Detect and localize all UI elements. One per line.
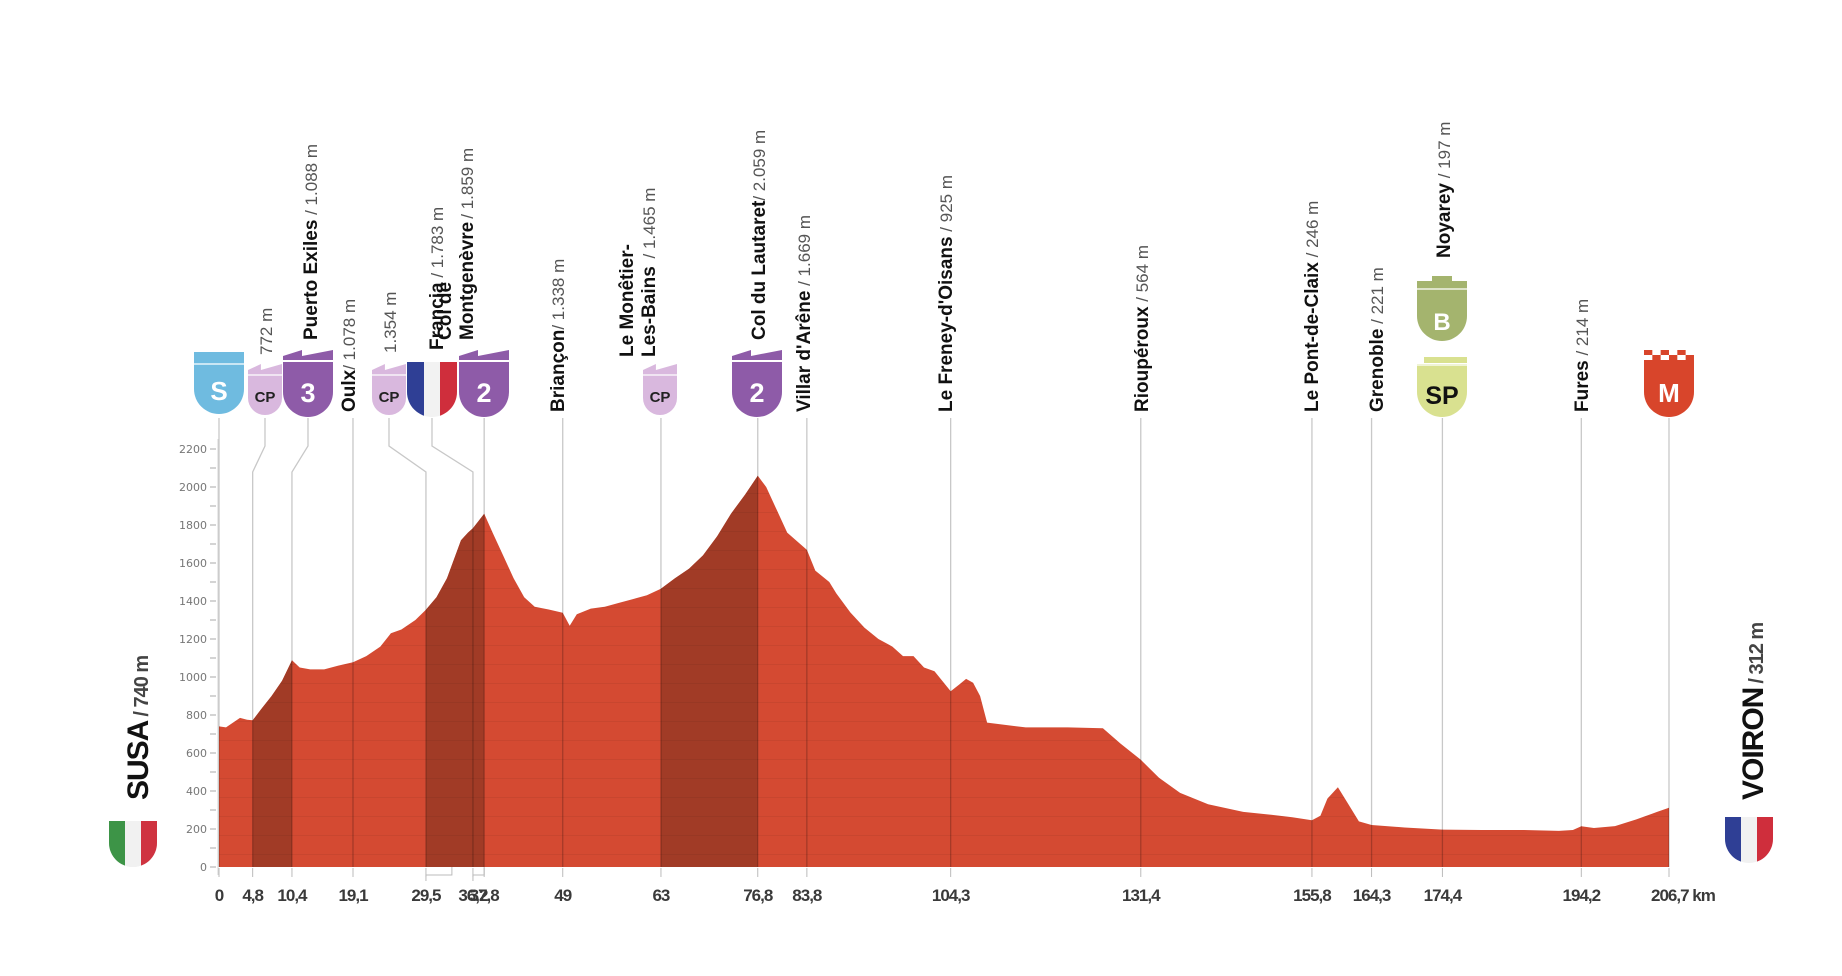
checkpoint-badge-icon: CP [643, 364, 677, 415]
x-tick-label: 63 [652, 886, 669, 905]
x-tick-label: 0 [215, 886, 224, 905]
sprint-badge-icon: SP [1417, 357, 1467, 417]
waypoint-label: Le Monêtier-Les-Bains / 1.465 m [617, 188, 660, 357]
y-tick-label: 2000 [179, 481, 207, 494]
waypoint-label: Le Freney-d'Oisans / 925 m [936, 175, 957, 412]
waypoint-label: Le Pont-de-Claix / 246 m [1302, 201, 1323, 412]
start-town: SUSA/ 740 m [109, 656, 157, 867]
waypoint-label: Col du Lautaret/ 2.059 m [749, 130, 770, 340]
mountain-category-2-badge-icon: 2 [459, 350, 509, 417]
finish-town-name: VOIRON/ 312 m [1737, 623, 1770, 800]
x-tick-label: 164,3 [1353, 886, 1391, 905]
waypoint-label: 1.354 m [381, 292, 400, 353]
waypoint-label: Grenoble / 221 m [1367, 267, 1388, 412]
bonus-badge-icon: B [1417, 276, 1467, 341]
badge-label: S [210, 376, 227, 406]
x-tick-label: 83,8 [792, 886, 822, 905]
y-tick-label: 1000 [179, 671, 207, 684]
x-tick-label: 194,2 [1563, 886, 1601, 905]
waypoint-label: Noyarey / 197 m [1434, 122, 1455, 258]
waypoint-label: Rioupéroux / 564 m [1132, 245, 1153, 412]
italy-flag-icon [109, 821, 157, 867]
waypoint-label: Fures / 214 m [1572, 299, 1593, 412]
waypoint-label: Puerto Exiles / 1.088 m [301, 144, 322, 340]
france-border-flag-icon [407, 362, 457, 417]
waypoint-label: Oulx/ 1.078 m [339, 299, 360, 412]
waypoint-label: Francia / 1.783 m [427, 207, 448, 350]
y-tick-label: 1600 [179, 557, 207, 570]
france-flag-icon [1725, 817, 1773, 863]
y-tick-label: 1200 [179, 633, 207, 646]
x-tick-label: 19,1 [338, 886, 368, 905]
elevation-profile [219, 475, 1669, 867]
start-town-name: SUSA/ 740 m [122, 656, 155, 800]
y-tick-label: 1800 [179, 519, 207, 532]
badge-label: B [1433, 309, 1450, 336]
x-tick-label: 37,8 [470, 886, 500, 905]
y-tick-label: 800 [186, 709, 207, 722]
waypoint-guide [252, 418, 266, 867]
x-tick-label: 49 [554, 886, 571, 905]
x-tick-label: 155,8 [1293, 886, 1331, 905]
mountain-category-3-badge-icon: 3 [283, 350, 333, 417]
checkpoint-badge-icon: CP [372, 364, 406, 415]
badge-label: 3 [300, 378, 315, 408]
checkpoint-badge-icon: CP [248, 364, 282, 415]
waypoint-label: 772 m [257, 308, 276, 355]
y-tick-label: 0 [200, 861, 207, 874]
mountain-category-2-badge-icon: 2 [732, 350, 782, 417]
start-badge-icon: S [194, 352, 244, 414]
waypoint-label: Villar d'Arêne / 1.669 m [794, 215, 815, 412]
badge-label: 2 [476, 378, 491, 408]
badge-label: CP [255, 389, 276, 406]
y-tick-label: 200 [186, 823, 207, 836]
x-tick-label: 76,8 [743, 886, 773, 905]
y-tick-label: 2200 [179, 443, 207, 456]
badge-label: M [1658, 378, 1680, 408]
badge-label: 2 [749, 378, 764, 408]
y-axis: 0 200 400 600 800 1000 1200 1400 1600 1800 2000 220… [179, 439, 219, 875]
x-tick-label: 29,5 [411, 886, 441, 905]
x-axis: 0 4,8 10,4 19,1 29,5 36,237,8 49 63 76,8 83,8 104,… [215, 867, 1717, 905]
y-tick-label: 400 [186, 785, 207, 798]
y-tick-label: 600 [186, 747, 207, 760]
x-tick-label: 36,2 [458, 886, 488, 905]
x-tick-label: 10,4 [277, 886, 308, 905]
x-tick-label: 174,4 [1424, 886, 1463, 905]
y-tick-label: 1400 [179, 595, 207, 608]
x-tick-label: 4,8 [242, 886, 263, 905]
badge-label: SP [1425, 382, 1458, 410]
waypoint-badges: S CP 3 CP 2 CP 2 B SP M [194, 276, 1694, 417]
waypoint-label: Briançon/ 1.338 m [548, 259, 569, 412]
x-tick-label: 131,4 [1122, 886, 1161, 905]
waypoint-labels: 772 m Puerto Exiles / 1.088 m Oulx/ 1.078 … [257, 122, 1593, 412]
waypoint-label: Col deMontgenèvre/ 1.859 m [435, 148, 478, 340]
finish-town: VOIRON/ 312 m [1725, 623, 1773, 863]
x-tick-label: 104,3 [932, 886, 970, 905]
badge-label: CP [650, 389, 671, 406]
x-tick-label: 206,7 km [1651, 886, 1716, 905]
finish-badge-icon: M [1644, 350, 1694, 417]
badge-label: CP [379, 389, 400, 406]
